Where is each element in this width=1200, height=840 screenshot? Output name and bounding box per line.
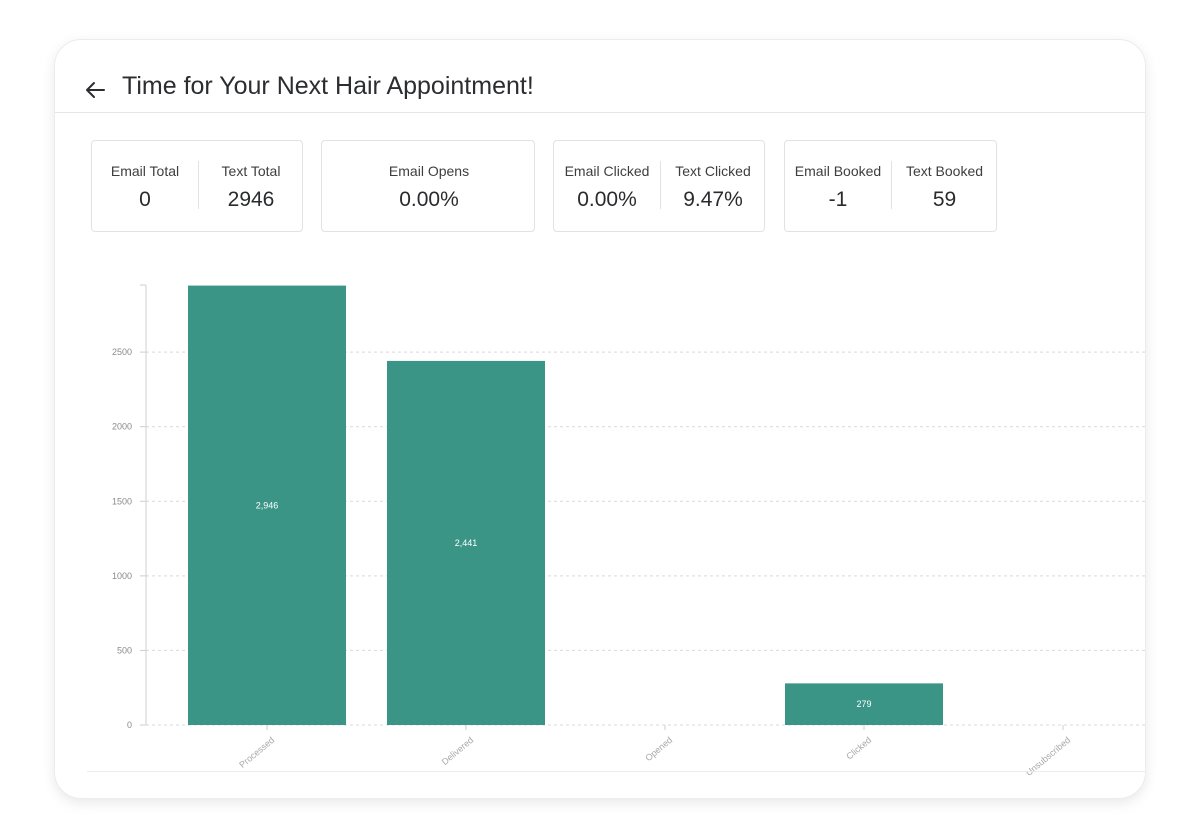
bar-delivered (387, 360, 545, 725)
email-clicked-stat: Email Clicked 0.00% (554, 141, 660, 231)
report-panel: Time for Your Next Hair Appointment! Ema… (55, 40, 1145, 798)
x-tick-label: Clicked (844, 735, 873, 762)
text-booked-stat: Text Booked 59 (891, 141, 998, 231)
email-opens-value: 0.00% (399, 188, 459, 211)
text-total-label: Text Total (221, 163, 281, 179)
page-header: Time for Your Next Hair Appointment! (55, 40, 1145, 113)
email-opens-card: Email Opens 0.00% (321, 140, 535, 232)
funnel-bar-chart: 0 500 1000 1500 2000 2500 2,946 Processed 2,441 D… (112, 284, 1145, 778)
text-booked-value: 59 (932, 188, 957, 211)
back-arrow-icon[interactable] (83, 78, 107, 102)
card-divider (660, 161, 661, 209)
email-opens-stat: Email Opens 0.00% (322, 141, 536, 231)
email-booked-label: Email Booked (794, 163, 882, 179)
email-total-stat: Email Total 0 (92, 141, 198, 231)
booked-card: Email Booked -1 Text Booked 59 (784, 140, 997, 232)
card-divider (891, 161, 892, 209)
x-tick-label: Opened (643, 735, 674, 763)
email-clicked-label: Email Clicked (564, 163, 650, 179)
y-tick-label: 2000 (112, 422, 132, 432)
page-title: Time for Your Next Hair Appointment! (122, 72, 534, 100)
text-clicked-value: 9.47% (683, 188, 743, 211)
text-total-stat: Text Total 2946 (198, 141, 304, 231)
bar-data-label: 2,946 (256, 500, 279, 510)
email-opens-label: Email Opens (388, 163, 470, 179)
bar-data-label: 279 (856, 699, 871, 709)
card-divider (198, 161, 199, 209)
email-total-label: Email Total (110, 163, 180, 179)
y-tick-label: 1000 (112, 571, 132, 581)
email-booked-value: -1 (828, 188, 848, 211)
email-total-value: 0 (139, 188, 151, 211)
bar-processed (188, 285, 346, 725)
y-tick-label: 1500 (112, 496, 132, 506)
y-tick-label: 0 (127, 720, 132, 730)
x-tick-label: Delivered (440, 735, 476, 767)
y-tick-label: 500 (117, 645, 132, 655)
y-tick-label: 2500 (112, 347, 132, 357)
bar-clicked (785, 683, 943, 725)
totals-card: Email Total 0 Text Total 2946 (91, 140, 303, 232)
email-clicked-value: 0.00% (577, 188, 637, 211)
clicked-card: Email Clicked 0.00% Text Clicked 9.47% (553, 140, 765, 232)
email-booked-stat: Email Booked -1 (785, 141, 891, 231)
footer-divider (87, 771, 1145, 772)
text-clicked-label: Text Clicked (675, 163, 751, 179)
text-total-value: 2946 (227, 188, 275, 211)
x-tick-label: Processed (237, 735, 276, 770)
bar-data-label: 2,441 (455, 538, 478, 548)
text-booked-label: Text Booked (905, 163, 984, 179)
text-clicked-stat: Text Clicked 9.47% (660, 141, 766, 231)
